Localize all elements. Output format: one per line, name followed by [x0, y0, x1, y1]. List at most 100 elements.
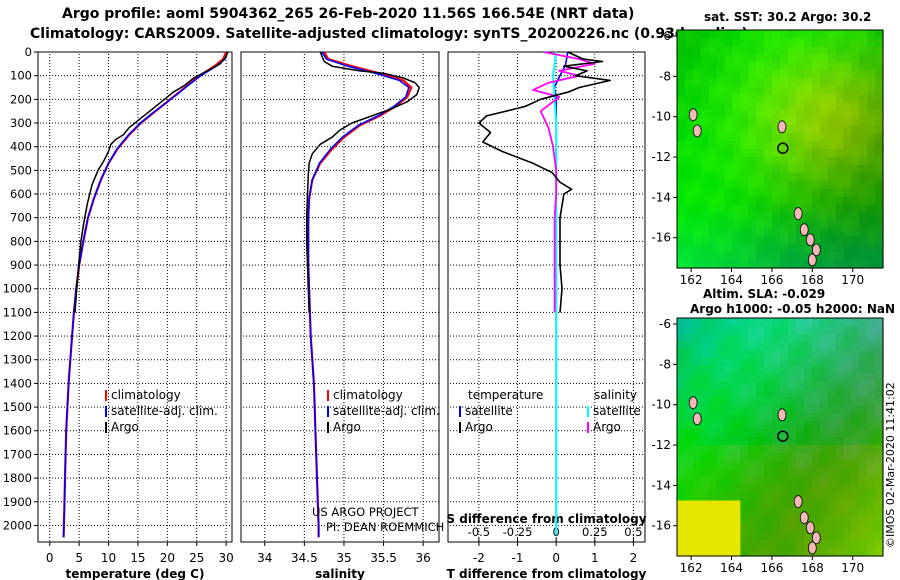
grid-dot	[303, 216, 305, 217]
grid-dot	[82, 477, 83, 479]
grid-dot	[422, 402, 424, 403]
grid-dot	[196, 483, 198, 484]
grid-dot	[297, 359, 298, 361]
grid-dot	[82, 311, 83, 313]
grid-dot	[381, 524, 382, 526]
grid-dot	[137, 138, 139, 139]
grid-dot	[360, 193, 361, 195]
grid-dot	[187, 75, 188, 77]
grid-dot	[291, 288, 292, 290]
grid-dot	[49, 465, 51, 466]
grid-dot	[78, 510, 80, 511]
grid-dot	[137, 75, 139, 76]
grid-dot	[136, 75, 137, 77]
grid-dot	[387, 311, 388, 313]
grid-dot	[264, 534, 266, 535]
grid-dot	[249, 193, 250, 195]
grid-dot	[354, 406, 355, 408]
grid-dot	[435, 146, 436, 148]
grid-dot	[112, 288, 113, 290]
grid-dot	[112, 193, 113, 195]
grid-dot	[384, 98, 385, 100]
grid-dot	[208, 146, 209, 148]
grid-dot	[267, 217, 268, 219]
grid-dot	[273, 501, 274, 503]
grid-dot	[108, 78, 110, 79]
grid-dot	[49, 330, 51, 331]
grid-dot	[115, 75, 116, 77]
grid-dot	[91, 193, 92, 195]
grid-dot	[137, 477, 139, 478]
grid-dot	[383, 375, 385, 376]
grid-dot	[166, 222, 168, 223]
grid-dot	[226, 335, 227, 337]
grid-dot	[78, 192, 80, 193]
grid-dot	[422, 117, 424, 118]
grid-dot	[423, 311, 424, 313]
grid-dot	[426, 477, 427, 479]
grid-dot	[383, 387, 385, 388]
grid-dot	[273, 240, 274, 242]
grid-dot	[64, 406, 65, 408]
grid-dot	[383, 321, 385, 322]
grid-dot	[303, 396, 305, 397]
grid-dot	[264, 441, 266, 442]
grid-dot	[225, 153, 227, 154]
grid-dot	[190, 406, 191, 408]
grid-dot	[426, 359, 427, 361]
grid-dot	[383, 186, 385, 187]
grid-dot	[137, 90, 139, 91]
grid-dot	[108, 288, 110, 289]
grid-dot	[187, 288, 188, 290]
grid-dot	[348, 359, 349, 361]
grid-dot	[414, 311, 415, 313]
grid-dot	[148, 524, 149, 526]
grid-dot	[408, 75, 409, 77]
grid-dot	[88, 311, 89, 313]
grid-dot	[214, 359, 215, 361]
grid-dot	[160, 98, 161, 100]
grid-dot	[336, 359, 337, 361]
grid-dot	[166, 471, 168, 472]
grid-dot	[225, 243, 227, 244]
grid-dot	[381, 193, 382, 195]
grid-dot	[429, 430, 430, 432]
grid-dot	[211, 217, 212, 219]
grid-dot	[43, 122, 44, 124]
grid-dot	[246, 264, 247, 266]
grid-dot	[88, 477, 89, 479]
grid-dot	[366, 217, 367, 219]
grid-dot	[196, 264, 198, 265]
grid-dot	[402, 122, 403, 124]
grid-dot	[166, 258, 168, 259]
grid-dot	[49, 309, 51, 310]
grid-dot	[336, 524, 337, 526]
grid-dot	[220, 382, 221, 384]
grid-dot	[73, 240, 74, 242]
grid-dot	[396, 524, 397, 526]
grid-dot	[196, 375, 198, 376]
grid-dot	[225, 531, 227, 532]
grid-dot	[343, 411, 345, 412]
grid-dot	[343, 498, 345, 499]
grid-dot	[303, 165, 305, 166]
grid-dot	[478, 57, 480, 58]
grid-dot	[343, 381, 345, 382]
grid-dot	[55, 359, 56, 361]
grid-dot	[246, 288, 247, 290]
grid-dot	[343, 117, 345, 118]
grid-dot	[196, 183, 198, 184]
grid-dot	[270, 311, 271, 313]
grid-dot	[85, 146, 86, 148]
grid-dot	[478, 165, 480, 166]
grid-dot	[196, 153, 198, 154]
grid-dot	[127, 335, 128, 337]
grid-dot	[220, 288, 221, 290]
grid-dot	[422, 405, 424, 406]
grid-dot	[78, 171, 80, 172]
grid-dot	[109, 75, 110, 77]
grid-dot	[178, 264, 179, 266]
grid-dot	[225, 282, 227, 283]
grid-dot	[73, 169, 74, 171]
grid-dot	[214, 169, 215, 171]
